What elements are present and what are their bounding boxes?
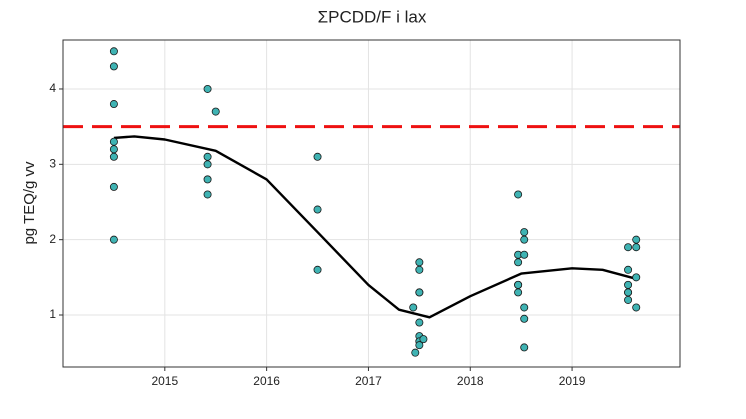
data-point [203, 190, 212, 199]
y-tick-label: 3 [49, 156, 56, 170]
data-point [514, 288, 523, 297]
data-point [109, 100, 118, 109]
data-point [313, 152, 322, 161]
data-point [109, 152, 118, 161]
data-point [411, 348, 420, 357]
data-point [109, 182, 118, 191]
x-tick-label: 2017 [355, 374, 382, 388]
data-point [415, 288, 424, 297]
data-point [415, 341, 424, 350]
y-tick-label: 4 [49, 81, 56, 95]
data-point [313, 205, 322, 214]
data-point [632, 303, 641, 312]
data-point [409, 303, 418, 312]
data-point [415, 258, 424, 267]
y-tick-label: 1 [49, 307, 56, 321]
data-point [109, 62, 118, 71]
x-tick-label: 2018 [457, 374, 484, 388]
data-point [313, 265, 322, 274]
data-point [109, 47, 118, 56]
data-point [203, 160, 212, 169]
data-point [624, 243, 633, 252]
data-point [624, 280, 633, 289]
data-point [415, 318, 424, 327]
data-point [632, 273, 641, 282]
data-point [520, 343, 529, 352]
y-tick-label: 2 [49, 232, 56, 246]
x-tick-label: 2015 [151, 374, 178, 388]
data-point [109, 145, 118, 154]
data-point [109, 137, 118, 146]
x-tick-label: 2019 [559, 374, 586, 388]
data-point [211, 107, 220, 116]
trend-line [113, 135, 637, 319]
data-point [514, 258, 523, 267]
data-point [624, 288, 633, 297]
data-point [520, 228, 529, 237]
data-point [419, 335, 428, 344]
data-point [514, 280, 523, 289]
data-point [520, 314, 529, 323]
data-point [109, 235, 118, 244]
x-tick-label: 2016 [253, 374, 280, 388]
data-point [624, 265, 633, 274]
data-point [520, 250, 529, 259]
data-point [624, 295, 633, 304]
data-point [415, 265, 424, 274]
data-point [203, 152, 212, 161]
data-point [203, 175, 212, 184]
data-point [632, 243, 641, 252]
data-point [632, 235, 641, 244]
panel-border [62, 39, 681, 368]
y-axis-label: pg TEQ/g vv [21, 161, 38, 245]
data-point [203, 84, 212, 93]
chart-title: ΣPCDD/F i lax [318, 7, 427, 26]
data-point [514, 190, 523, 199]
data-point [520, 235, 529, 244]
data-point [520, 303, 529, 312]
